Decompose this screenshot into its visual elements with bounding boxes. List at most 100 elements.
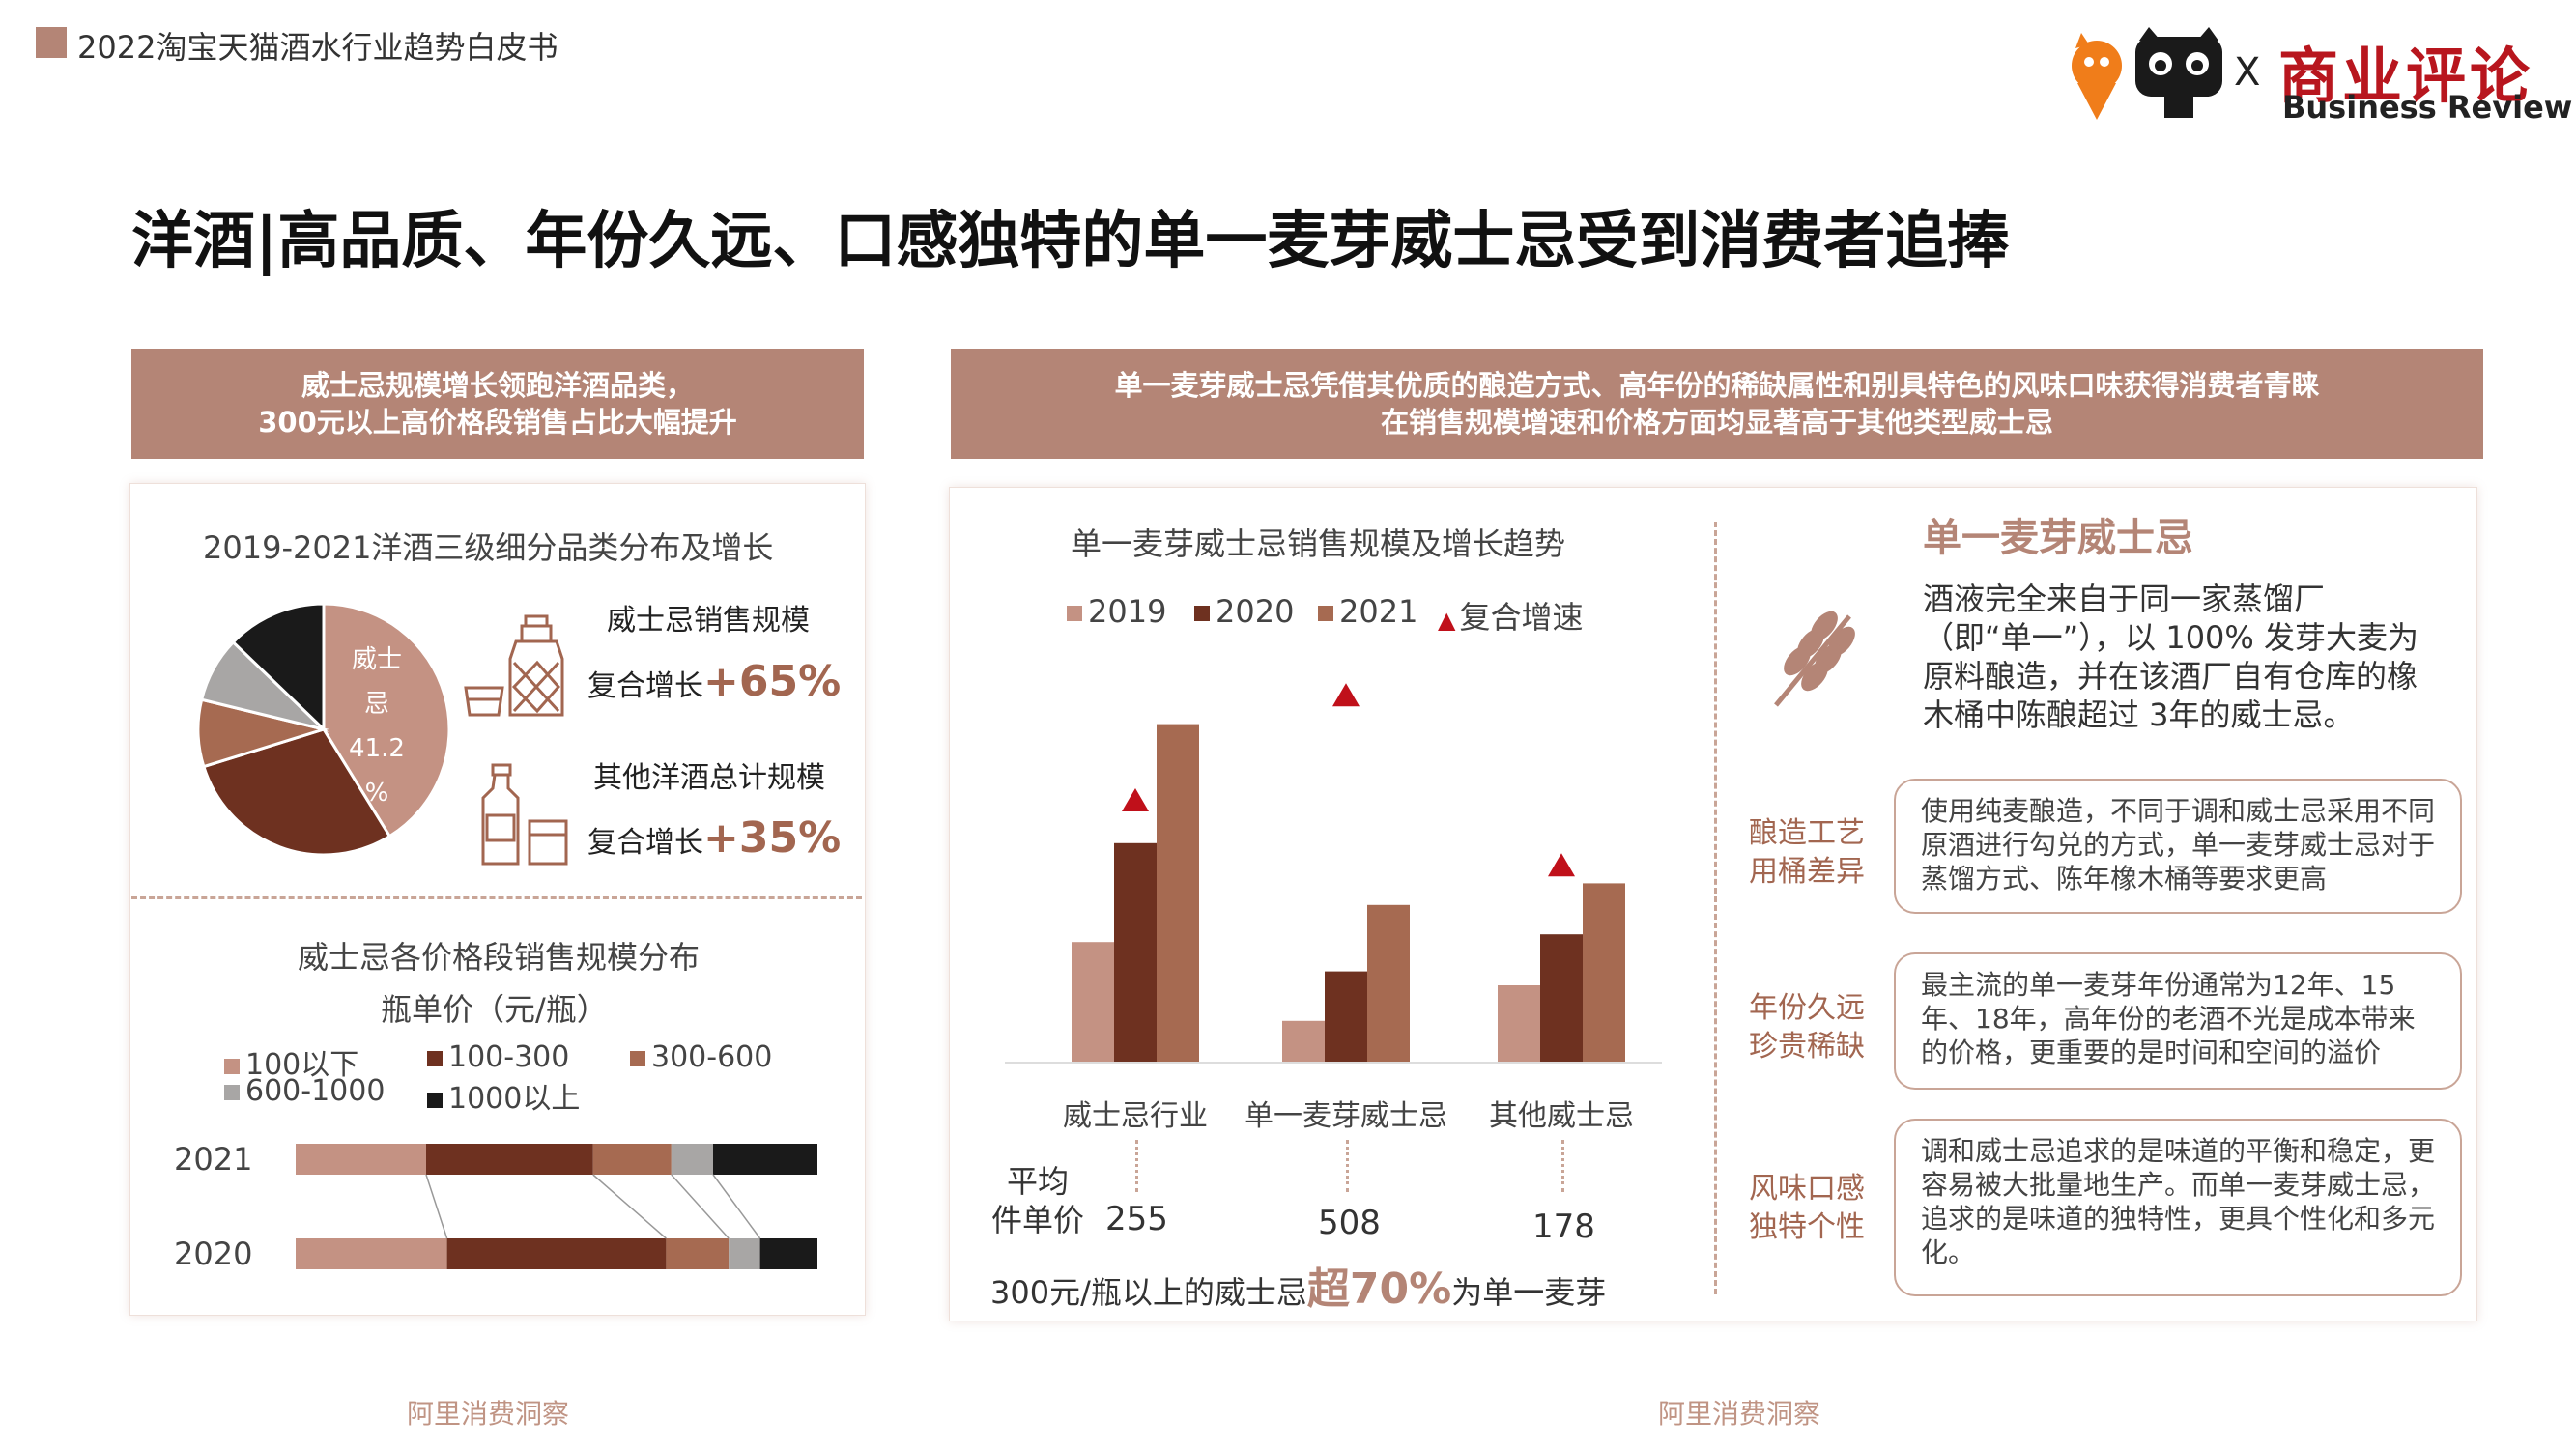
avg-price-connector xyxy=(1135,1140,1138,1192)
price-stacked-bar-chart: 2021 2020 xyxy=(174,1141,817,1272)
growth-marker-triangle xyxy=(1548,853,1575,877)
feature-box: 最主流的单一麦芽年份通常为12年、15年、18年，高年份的老酒不光是成本带来的价… xyxy=(1894,952,2462,1090)
price-chart-title: 威士忌各价格段销售规模分布 xyxy=(298,939,701,976)
other-scale-label: 其他洋酒总计规模 xyxy=(593,761,825,795)
legend-item: 2021 xyxy=(1318,593,1417,630)
segment-connector-line xyxy=(425,1174,448,1239)
whisky-bottle-icon xyxy=(464,614,564,717)
stacked-bar-segment xyxy=(446,1238,667,1269)
avg-price-connector xyxy=(1346,1140,1349,1192)
bar-2020 xyxy=(1325,971,1367,1063)
pie-chart-title: 2019-2021洋酒三级细分品类分布及增长 xyxy=(203,529,774,566)
page-title: 洋酒|高品质、年份久远、口感独特的单一麦芽威士忌受到消费者追捧 xyxy=(131,206,2010,277)
bar-chart-title: 单一麦芽威士忌销售规模及增长趋势 xyxy=(1071,526,1566,562)
stacked-bar-segment xyxy=(713,1144,817,1175)
bar-2019 xyxy=(1498,985,1540,1063)
stacked-bar-segment xyxy=(671,1144,713,1175)
feature-label-line2: 独特个性 xyxy=(1749,1210,1865,1244)
other-growth-prefix: 复合增长 xyxy=(587,826,703,860)
right-banner: 单一麦芽威士忌凭借其优质的酿造方式、高年份的稀缺属性和别具特色的风味口味获得消费… xyxy=(951,349,2483,459)
right-banner-line2: 在销售规模增速和价格方面均显著高于其他类型威士忌 xyxy=(1380,406,2053,439)
legend-item: 300-600 xyxy=(630,1040,772,1074)
legend-swatch xyxy=(1194,606,1210,621)
tmall-cat-icon xyxy=(2135,27,2222,118)
other-growth-value: +35% xyxy=(703,813,842,863)
wheat-icon xyxy=(1774,611,1855,707)
bottom-conclusion: 300元/瓶以上的威士忌超70%为单一麦芽 xyxy=(990,1254,1606,1316)
feature-label: 风味口感 独特个性 xyxy=(1749,1170,1865,1247)
left-banner-line1: 威士忌规模增长领跑洋酒品类， xyxy=(301,369,694,402)
legend-label: 2019 xyxy=(1088,593,1167,630)
bottom-conclusion-prefix: 300元/瓶以上的威士忌 xyxy=(990,1274,1307,1311)
stacked-bar-segment xyxy=(426,1144,593,1175)
avg-price-label-line2: 件单价 xyxy=(990,1202,1084,1238)
pie-label-part: 41.2 xyxy=(349,734,405,763)
bar-2021 xyxy=(1157,724,1199,1063)
avg-price-value: 255 xyxy=(1105,1200,1168,1238)
stacked-bar-segment xyxy=(666,1238,730,1269)
right-banner-line1: 单一麦芽威士忌凭借其优质的酿造方式、高年份的稀缺属性和别具特色的风味口味获得消费… xyxy=(1114,369,2320,402)
avg-price-value: 508 xyxy=(1318,1204,1381,1242)
bottom-conclusion-highlight: 超70% xyxy=(1306,1264,1452,1314)
segment-connector-line xyxy=(592,1174,667,1239)
whisky-growth-value: +65% xyxy=(703,657,842,706)
stacked-bar-segment xyxy=(759,1238,817,1269)
avg-price-value: 178 xyxy=(1532,1208,1595,1246)
feature-label-line1: 风味口感 xyxy=(1749,1172,1865,1206)
feature-box: 使用纯麦酿造，不同于调和威士忌采用不同原酒进行勾兑的方式，单一麦芽威士忌对于蒸馏… xyxy=(1894,779,2462,914)
legend-item: ▲ 复合增速 xyxy=(1438,593,1583,638)
info-description: 酒液完全来自于同一家蒸馏厂（即“单一”），以 100% 发芽大麦为原料酿造，并在… xyxy=(1923,581,2419,733)
bar-2021 xyxy=(1583,883,1625,1063)
left-banner-line2: 300元以上高价格段销售占比大幅提升 xyxy=(258,406,737,439)
legend-item: 600-1000 xyxy=(224,1074,385,1108)
legend-label: 100-300 xyxy=(448,1040,570,1074)
other-growth: 复合增长+35% xyxy=(587,813,841,863)
legend-label: 复合增速 xyxy=(1459,599,1584,636)
feature-label-line2: 珍贵稀缺 xyxy=(1749,1030,1865,1064)
bar-category-label: 其他威士忌 xyxy=(1489,1099,1634,1133)
stacked-bar-segment xyxy=(296,1238,447,1269)
section-divider xyxy=(131,896,862,899)
left-banner: 威士忌规模增长领跑洋酒品类， 300元以上高价格段销售占比大幅提升 xyxy=(131,349,864,459)
legend-swatch xyxy=(1067,606,1082,621)
report-title: 2022淘宝天猫酒水行业趋势白皮书 xyxy=(77,29,558,66)
feature-label-line1: 年份久远 xyxy=(1749,991,1865,1025)
legend-item: 2019 xyxy=(1067,593,1166,630)
bar-2021 xyxy=(1367,904,1410,1063)
tmall-logo xyxy=(2072,27,2222,120)
stacked-bar-segment xyxy=(729,1238,760,1269)
avg-price-label: 平均 件单价 xyxy=(989,1162,1086,1239)
legend-label: 300-600 xyxy=(651,1040,773,1074)
single-malt-bar-chart xyxy=(1005,683,1662,1064)
brand-square xyxy=(36,27,67,58)
legend-label: 2021 xyxy=(1339,593,1418,630)
pie-whisky-label: 威士 忌 41.2 % xyxy=(348,638,406,815)
left-panel xyxy=(129,483,866,1316)
pie-label-part: % xyxy=(364,779,389,808)
price-chart-subtitle: 瓶单价（元/瓶） xyxy=(381,991,608,1028)
info-heading: 单一麦芽威士忌 xyxy=(1923,516,2193,560)
source-left: 阿里消费洞察 xyxy=(407,1398,570,1430)
pie-slice xyxy=(231,602,326,733)
feature-box: 调和威士忌追求的是味道的平衡和稳定，更容易被大批量地生产。而单一麦芽威士忌，追求… xyxy=(1894,1119,2462,1296)
bar-category-label: 2021 xyxy=(174,1141,252,1178)
legend-label: 100以下 xyxy=(245,1048,359,1082)
legend-label: 2020 xyxy=(1216,593,1295,630)
avg-price-connector xyxy=(1561,1140,1564,1192)
feature-label-line2: 用桶差异 xyxy=(1749,855,1865,889)
triangle-marker-icon: ▲ xyxy=(1438,607,1456,634)
legend-item: 100以下 xyxy=(224,1040,358,1083)
stacked-bar-segment xyxy=(296,1144,426,1175)
business-review-logo-en: Business Review xyxy=(2282,89,2573,126)
avg-price-label-line1: 平均 xyxy=(1006,1163,1069,1200)
pie-label-part: 忌 xyxy=(363,690,389,719)
legend-swatch xyxy=(427,1050,443,1066)
liquor-bottle-icon xyxy=(481,763,568,866)
bar-2019 xyxy=(1282,1020,1325,1063)
right-panel xyxy=(949,487,2477,1321)
vertical-divider xyxy=(1714,522,1717,1294)
legend-swatch xyxy=(427,1092,443,1108)
pie-slice xyxy=(201,727,392,857)
source-right: 阿里消费洞察 xyxy=(1658,1398,1821,1430)
bottom-conclusion-suffix: 为单一麦芽 xyxy=(1451,1274,1607,1311)
